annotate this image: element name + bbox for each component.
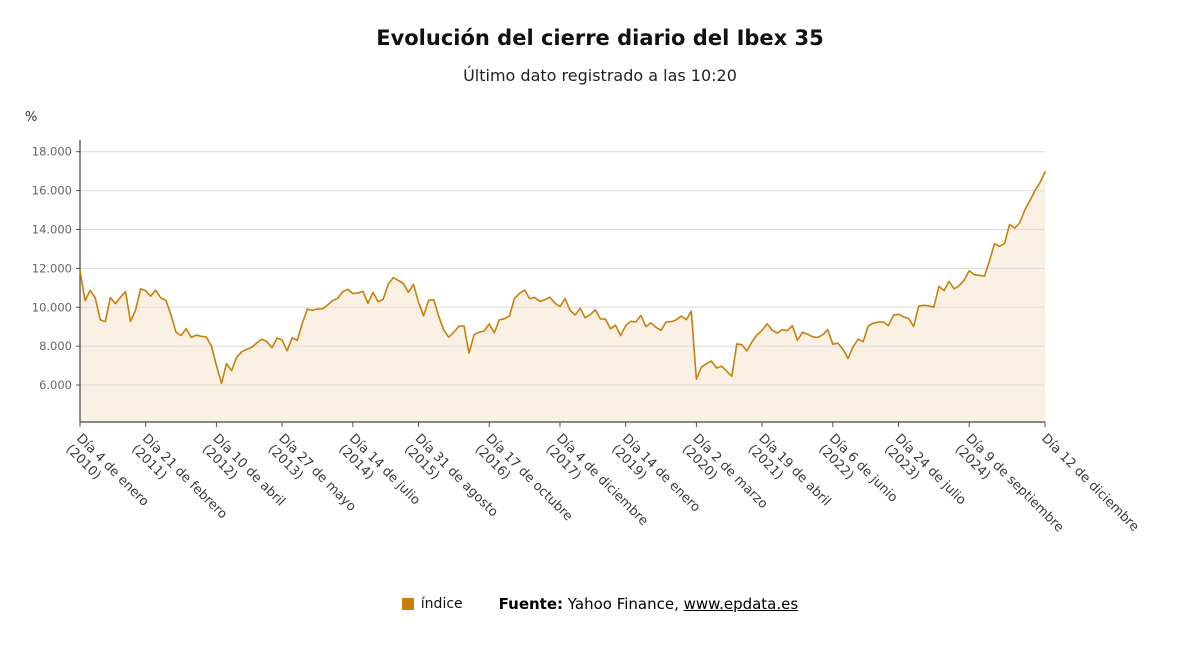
- source-line: Fuente: Yahoo Finance, www.epdata.es: [499, 595, 799, 613]
- page-title: Evolución del cierre diario del Ibex 35: [376, 26, 824, 50]
- y-tick-label: 10.000: [32, 300, 72, 314]
- y-tick-label: 6.000: [39, 378, 72, 392]
- legend-series-label: índice: [420, 596, 463, 612]
- y-tick-label: 14.000: [32, 223, 72, 237]
- source-text: Yahoo Finance,: [563, 595, 684, 613]
- y-tick-label: 12.000: [32, 261, 72, 275]
- y-tick-label: 8.000: [39, 339, 72, 353]
- source-link[interactable]: www.epdata.es: [683, 595, 799, 613]
- y-tick-label: 16.000: [32, 184, 72, 198]
- y-axis-unit-label: %: [25, 110, 38, 125]
- series-line: [79, 171, 1046, 385]
- legend-item-indice: índice: [401, 596, 463, 612]
- legend: índice Fuente: Yahoo Finance, www.epdata…: [0, 595, 1200, 613]
- source-prefix: Fuente:: [498, 595, 564, 613]
- legend-color-swatch-icon: [401, 598, 414, 610]
- y-tick-label: 18.000: [32, 145, 72, 159]
- page-subtitle: Último dato registrado a las 10:20: [463, 66, 737, 85]
- series-area: [80, 171, 1045, 422]
- x-tick-label: Día 24 de julio(2023): [881, 431, 969, 519]
